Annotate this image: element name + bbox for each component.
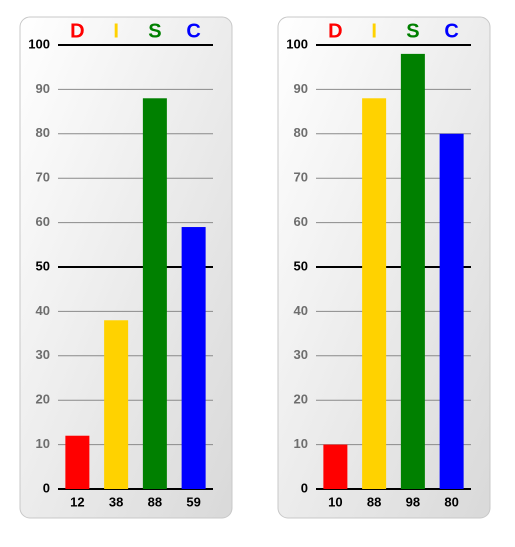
- bar: [323, 444, 348, 489]
- y-tick-label: 40: [36, 303, 50, 318]
- category-label: S: [406, 20, 419, 42]
- bar: [104, 320, 129, 489]
- y-tick-label: 60: [294, 214, 308, 229]
- category-label: D: [70, 20, 84, 42]
- y-tick-label: 0: [43, 480, 50, 495]
- y-tick-label: 70: [294, 170, 308, 185]
- y-tick-label: 100: [28, 36, 50, 51]
- y-tick-label: 30: [36, 347, 50, 362]
- y-tick-label: 50: [294, 258, 308, 273]
- y-tick-label: 100: [286, 36, 308, 51]
- y-tick-label: 20: [36, 392, 50, 407]
- y-tick-label: 30: [294, 347, 308, 362]
- y-tick-label: 80: [294, 125, 308, 140]
- value-label: 38: [109, 494, 123, 509]
- bar: [181, 227, 206, 490]
- y-tick-label: 90: [36, 81, 50, 96]
- y-tick-label: 10: [36, 436, 50, 451]
- value-label: 98: [406, 494, 420, 509]
- category-label: I: [371, 20, 377, 42]
- bar: [362, 98, 387, 489]
- y-tick-label: 10: [294, 436, 308, 451]
- y-tick-label: 80: [36, 125, 50, 140]
- y-tick-label: 0: [301, 480, 308, 495]
- value-label: 88: [148, 494, 162, 509]
- bar: [400, 53, 425, 489]
- value-label: 10: [328, 494, 342, 509]
- y-tick-label: 70: [36, 170, 50, 185]
- category-label: I: [113, 20, 119, 42]
- category-label: S: [148, 20, 161, 42]
- category-label: C: [186, 20, 200, 42]
- bar: [142, 98, 167, 489]
- bar: [65, 435, 90, 489]
- value-label: 80: [444, 494, 458, 509]
- y-tick-label: 90: [294, 81, 308, 96]
- value-label: 12: [70, 494, 84, 509]
- category-label: D: [328, 20, 342, 42]
- bar: [439, 133, 464, 490]
- y-tick-label: 20: [294, 392, 308, 407]
- y-tick-label: 60: [36, 214, 50, 229]
- value-label: 59: [186, 494, 200, 509]
- category-label: C: [444, 20, 458, 42]
- value-label: 88: [367, 494, 381, 509]
- y-tick-label: 40: [294, 303, 308, 318]
- y-tick-label: 50: [36, 258, 50, 273]
